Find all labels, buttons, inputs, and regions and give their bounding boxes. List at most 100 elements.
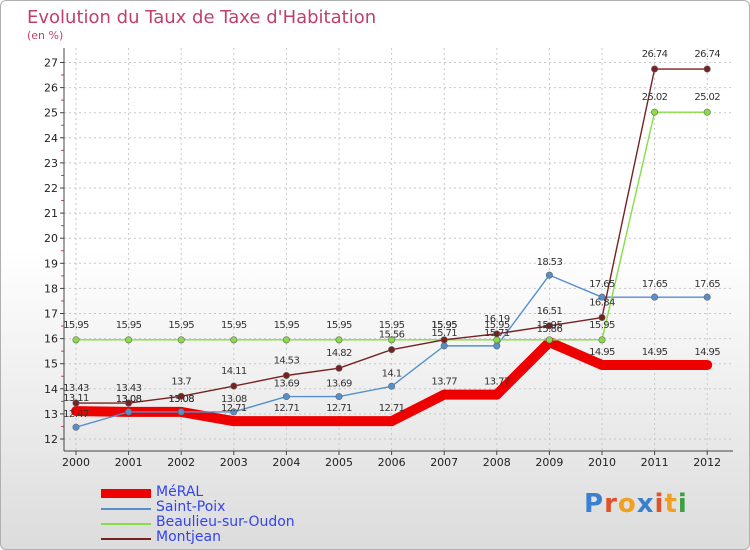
data-point — [72, 336, 80, 344]
data-label: 18.53 — [537, 257, 563, 268]
data-label: 13.7 — [171, 376, 191, 387]
data-label: 13.08 — [168, 394, 194, 405]
data-label: 13.08 — [168, 394, 194, 405]
y-tick-label: 20 — [44, 232, 58, 245]
data-point — [334, 416, 344, 427]
y-tick-label: 17 — [44, 308, 58, 321]
logo-letter: i — [654, 489, 665, 519]
axes: 12 13 14 15 16 17 18 19 20 21 22 23 24 25 26 27 2000 2001… — [44, 48, 733, 469]
x-tick-label: 2005 — [325, 456, 353, 469]
legend-swatch-beaulieu — [101, 523, 151, 525]
data-point — [335, 364, 343, 372]
x-tick-label: 2012 — [693, 456, 721, 469]
data-label: 15.71 — [484, 328, 510, 339]
x-tick-label: 2006 — [378, 456, 406, 469]
data-label: 15.95 — [63, 320, 89, 331]
logo-letter: P — [584, 489, 605, 519]
data-point — [228, 416, 239, 427]
data-label: 14.53 — [274, 355, 300, 366]
data-label: 25.02 — [694, 92, 720, 103]
data-label: 15.95 — [589, 320, 615, 331]
data-label: 14.1 — [382, 368, 402, 379]
data-point — [230, 408, 238, 416]
data-label: 15.56 — [379, 330, 405, 341]
data-label: 14.82 — [326, 348, 352, 359]
data-label: 17.65 — [642, 279, 668, 290]
y-tick-label: 16 — [44, 333, 58, 346]
data-label: 15.95 — [326, 320, 352, 331]
data-label: 13.77 — [431, 377, 457, 388]
series-layer — [71, 65, 713, 431]
data-point — [335, 393, 343, 401]
y-tick-label: 22 — [44, 182, 58, 195]
logo-letter: o — [617, 489, 637, 519]
logo-letter: i — [677, 489, 688, 519]
logo-letter: t — [664, 489, 678, 519]
x-tick-label: 2008 — [483, 456, 511, 469]
data-point — [335, 336, 343, 344]
data-label: 13.08 — [116, 394, 142, 405]
data-point — [702, 359, 713, 370]
x-tick-label: 2007 — [430, 456, 458, 469]
y-tick-label: 15 — [44, 358, 58, 371]
x-tick-label: 2001 — [115, 456, 143, 469]
data-point — [651, 65, 659, 73]
data-label: 25.02 — [642, 92, 668, 103]
data-point — [545, 336, 553, 344]
data-label: 13.69 — [274, 379, 300, 390]
data-label: 15.86 — [537, 324, 563, 335]
data-label: 13.08 — [221, 394, 247, 405]
data-point — [597, 359, 607, 370]
data-label: 13.43 — [63, 383, 89, 394]
data-point — [649, 359, 660, 370]
data-label: 15.95 — [274, 320, 300, 331]
data-point — [282, 336, 290, 344]
data-point — [440, 342, 448, 350]
data-point — [177, 408, 185, 416]
x-tick-label: 2004 — [272, 456, 300, 469]
data-label: 15.95 — [484, 320, 510, 331]
data-label: 16.19 — [484, 314, 510, 325]
chart-subtitle: (en %) — [27, 29, 64, 42]
data-point — [230, 382, 238, 390]
x-tick-label: 2009 — [535, 456, 563, 469]
data-label: 14.95 — [642, 347, 668, 358]
data-point — [230, 336, 238, 344]
data-point — [703, 108, 711, 116]
data-point — [491, 389, 502, 400]
data-point — [651, 108, 659, 116]
data-point — [125, 399, 133, 407]
data-label: 12.71 — [379, 403, 405, 414]
legend-label-saint-poix: Saint-Poix — [156, 499, 226, 515]
data-point — [493, 330, 501, 338]
x-tick-label: 2010 — [588, 456, 616, 469]
y-tick-label: 18 — [44, 282, 58, 295]
data-point — [125, 336, 133, 344]
data-label: 26.74 — [642, 49, 668, 60]
data-label: 14.11 — [221, 366, 247, 377]
chart-title: Evolution du Taux de Taxe d'Habitation — [27, 7, 377, 28]
data-label: 12.71 — [326, 403, 352, 414]
data-point — [71, 406, 81, 417]
data-point — [651, 293, 659, 301]
y-tick-label: 24 — [44, 132, 58, 145]
data-label: 16.84 — [589, 298, 615, 309]
data-point — [388, 382, 396, 390]
data-label: 15.95 — [221, 320, 247, 331]
logo-letter: x — [636, 489, 655, 519]
data-point — [598, 314, 606, 322]
data-point — [439, 389, 450, 400]
data-point — [545, 271, 553, 279]
data-label: 26.74 — [694, 49, 720, 60]
y-tick-label: 26 — [44, 82, 58, 95]
data-label: 15.95 — [431, 320, 457, 331]
data-label: 14.95 — [694, 347, 720, 358]
data-label: 12.47 — [63, 409, 89, 420]
y-tick-label: 14 — [44, 383, 58, 396]
legend-label-beaulieu: Beaulieu-sur-Oudon — [156, 514, 295, 530]
grid — [64, 48, 733, 451]
data-label: 15.71 — [431, 328, 457, 339]
data-point — [72, 423, 80, 431]
